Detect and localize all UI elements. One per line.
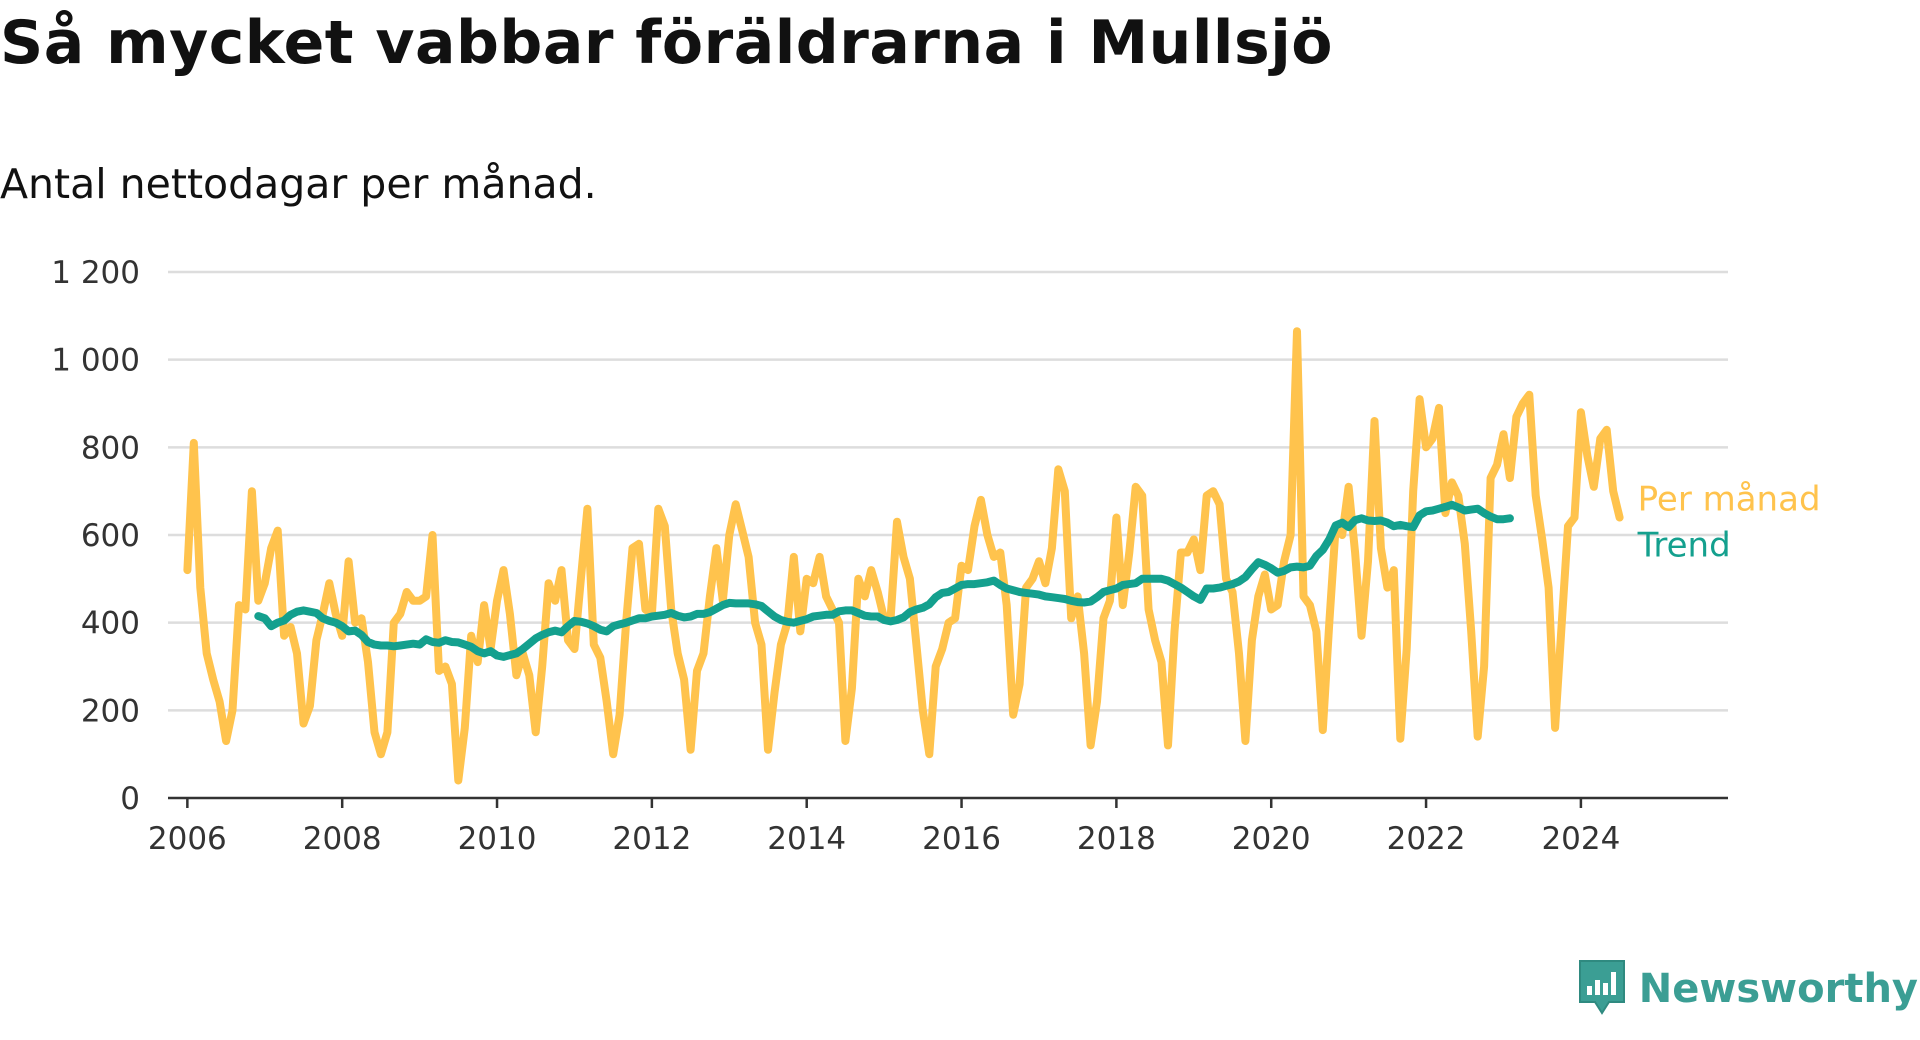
y-axis-ticks: 0 200 400 600 800 1 000 1 200 (51, 255, 140, 817)
newsworthy-logo-icon (1577, 958, 1627, 1020)
x-tick-label: 2014 (767, 821, 846, 857)
y-tick-label: 200 (81, 693, 140, 729)
x-tick-label: 2024 (1541, 821, 1620, 857)
x-tick-label: 2006 (148, 821, 227, 857)
series-label-per-manad: Per månad (1638, 479, 1821, 519)
y-tick-label: 1 200 (51, 255, 140, 291)
x-tick-label: 2022 (1387, 821, 1466, 857)
x-tick-label: 2008 (303, 821, 382, 857)
x-tick-label: 2020 (1232, 821, 1311, 857)
x-tick-label: 2016 (922, 821, 1001, 857)
chart-subtitle: Antal nettodagar per månad. (0, 160, 597, 208)
chart-title: Så mycket vabbar föräldrarna i Mullsjö (0, 8, 1333, 78)
series-line-per-manad (183, 327, 1624, 785)
x-tick-label: 2018 (1077, 821, 1156, 857)
y-tick-label: 600 (81, 518, 140, 554)
y-tick-label: 400 (81, 606, 140, 642)
x-tick-label: 2010 (458, 821, 537, 857)
grid-lines (168, 270, 1728, 712)
y-tick-label: 0 (120, 781, 140, 817)
y-tick-label: 800 (81, 430, 140, 466)
x-tick-label: 2012 (612, 821, 691, 857)
series-line-trend (254, 500, 1514, 661)
newsworthy-brand: Newsworthy (1577, 958, 1918, 1020)
brand-name: Newsworthy (1638, 966, 1918, 1012)
series-labels: Per månad Trend (1637, 479, 1821, 565)
x-axis: 2006 2008 2010 2012 2014 2016 2018 2020 2022 2024 (148, 796, 1728, 857)
y-tick-label: 1 000 (51, 343, 140, 379)
series-label-trend: Trend (1637, 525, 1731, 565)
series-lines (183, 327, 1624, 785)
